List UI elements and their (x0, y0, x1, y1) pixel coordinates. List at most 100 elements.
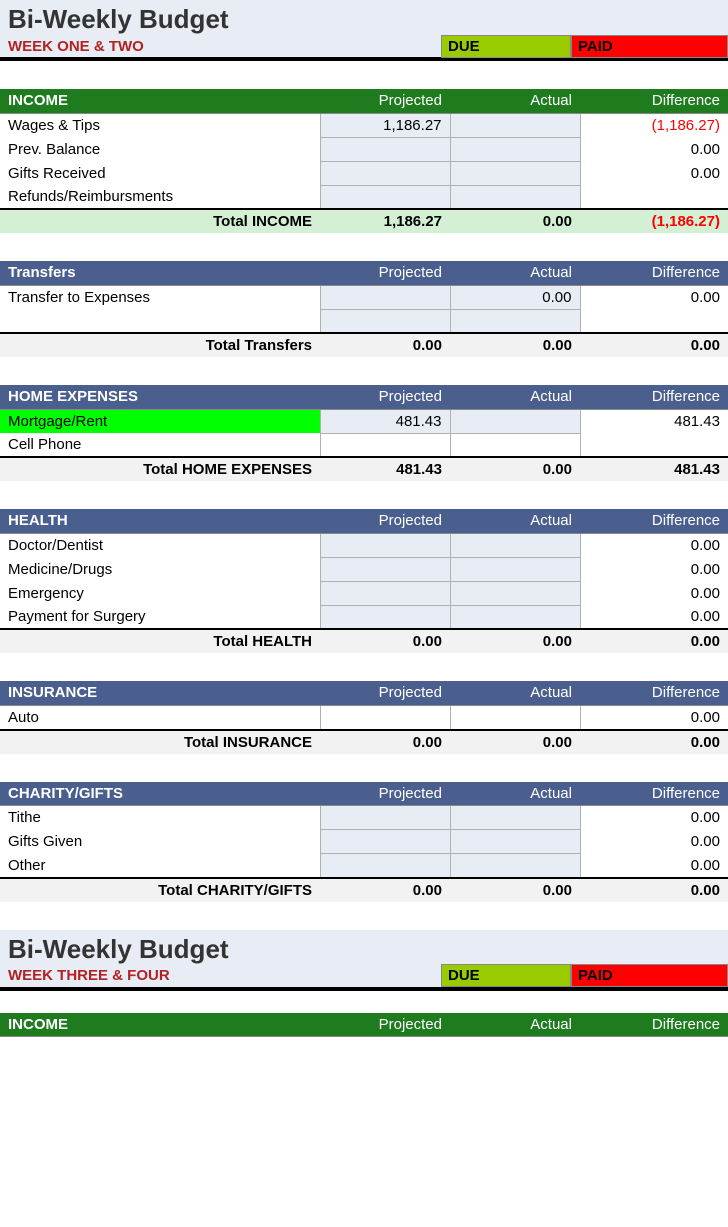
actual-cell[interactable] (450, 830, 580, 854)
projected-cell[interactable] (320, 185, 450, 209)
charity-body: Tithe0.00Gifts Given0.00Other0.00 (0, 806, 728, 878)
actual-cell[interactable] (450, 433, 580, 457)
table-row: Gifts Received0.00 (0, 161, 728, 185)
projected-cell[interactable] (320, 137, 450, 161)
insurance-header: INSURANCE (0, 681, 320, 705)
table-row: Payment for Surgery0.00 (0, 605, 728, 629)
difference-cell: 0.00 (580, 581, 728, 605)
row-label: Other (0, 854, 320, 878)
table-row: Transfer to Expenses 0.000.00 (0, 285, 728, 309)
income2-table: INCOME Projected Actual Difference (0, 1013, 728, 1038)
table-row: Cell Phone (0, 433, 728, 457)
table-row (0, 309, 728, 333)
actual-cell[interactable] (450, 854, 580, 878)
transfers-table: Transfers Projected Actual Difference Tr… (0, 261, 728, 357)
income-header: INCOME (0, 89, 320, 113)
difference-cell: 0.00 (580, 854, 728, 878)
actual-cell[interactable] (450, 806, 580, 830)
difference-cell: 481.43 (580, 409, 728, 433)
row-label: Medicine/Drugs (0, 557, 320, 581)
income2-header: INCOME (0, 1013, 320, 1037)
table-row: Doctor/Dentist 0.00 (0, 533, 728, 557)
home-header: HOME EXPENSES (0, 385, 320, 409)
actual-cell[interactable] (450, 533, 580, 557)
due-legend-2: DUE (441, 964, 571, 987)
actual-cell[interactable] (450, 161, 580, 185)
income-body: Wages & Tips1,186.27(1,186.27)Prev. Bala… (0, 113, 728, 209)
projected-cell[interactable]: 481.43 (320, 409, 450, 433)
difference-cell: 0.00 (580, 830, 728, 854)
difference-cell: 0.00 (580, 605, 728, 629)
projected-cell[interactable] (320, 705, 450, 730)
table-row: Refunds/Reimbursments (0, 185, 728, 209)
income-table: INCOME Projected Actual Difference Wages… (0, 89, 728, 233)
actual-cell[interactable] (450, 309, 580, 333)
home-table: HOME EXPENSES Projected Actual Differenc… (0, 385, 728, 481)
actual-cell[interactable] (450, 137, 580, 161)
subtitle-week12: WEEK ONE & TWO (0, 38, 441, 55)
projected-cell[interactable] (320, 605, 450, 629)
projected-cell[interactable] (320, 830, 450, 854)
transfers-header: Transfers (0, 261, 320, 285)
title-bar-2: Bi-Weekly Budget (0, 930, 728, 965)
row-label: Mortgage/Rent (0, 409, 320, 433)
health-table: HEALTH Projected Actual Difference Docto… (0, 509, 728, 653)
table-row: Auto0.00 (0, 705, 728, 730)
actual-cell[interactable] (450, 409, 580, 433)
row-label: Refunds/Reimbursments (0, 185, 320, 209)
difference-cell: 0.00 (580, 533, 728, 557)
income-total-row: Total INCOME 1,186.27 0.00 (1,186.27) (0, 209, 728, 233)
page-title-2: Bi-Weekly Budget (8, 934, 720, 965)
actual-cell[interactable] (450, 557, 580, 581)
row-label: Wages & Tips (0, 113, 320, 137)
table-row: Prev. Balance 0.00 (0, 137, 728, 161)
difference-cell (580, 309, 728, 333)
difference-cell: (1,186.27) (580, 113, 728, 137)
subtitle-row-2: WEEK THREE & FOUR DUE PAID (0, 965, 728, 991)
table-row: Emergency0.00 (0, 581, 728, 605)
projected-cell[interactable] (320, 285, 450, 309)
charity-total-row: Total CHARITY/GIFTS 0.00 0.00 0.00 (0, 878, 728, 902)
projected-cell[interactable] (320, 854, 450, 878)
due-legend: DUE (441, 35, 571, 58)
health-body: Doctor/Dentist0.00Medicine/Drugs0.00Emer… (0, 533, 728, 629)
health-header: HEALTH (0, 509, 320, 533)
difference-cell: 0.00 (580, 161, 728, 185)
subtitle-week34: WEEK THREE & FOUR (0, 967, 441, 984)
actual-cell[interactable] (450, 185, 580, 209)
actual-cell[interactable] (450, 705, 580, 730)
projected-cell[interactable] (320, 161, 450, 185)
actual-cell[interactable] (450, 605, 580, 629)
charity-table: CHARITY/GIFTS Projected Actual Differenc… (0, 782, 728, 902)
difference-cell: 0.00 (580, 137, 728, 161)
actual-cell[interactable]: 0.00 (450, 285, 580, 309)
difference-cell: 0.00 (580, 557, 728, 581)
table-row: Mortgage/Rent481.43481.43 (0, 409, 728, 433)
projected-cell[interactable] (320, 806, 450, 830)
table-row: Wages & Tips1,186.27 (1,186.27) (0, 113, 728, 137)
row-label: Transfer to Expenses (0, 285, 320, 309)
difference-cell (580, 185, 728, 209)
projected-cell[interactable] (320, 433, 450, 457)
actual-cell[interactable] (450, 581, 580, 605)
projected-cell[interactable] (320, 581, 450, 605)
projected-cell[interactable] (320, 309, 450, 333)
projected-cell[interactable] (320, 557, 450, 581)
difference-cell (580, 433, 728, 457)
projected-cell[interactable]: 1,186.27 (320, 113, 450, 137)
transfers-total-row: Total Transfers 0.00 0.00 0.00 (0, 333, 728, 357)
row-label: Prev. Balance (0, 137, 320, 161)
projected-cell[interactable] (320, 533, 450, 557)
row-label: Gifts Given (0, 830, 320, 854)
home-total-row: Total HOME EXPENSES 481.43 0.00 481.43 (0, 457, 728, 481)
row-label: Tithe (0, 806, 320, 830)
insurance-table: INSURANCE Projected Actual Difference Au… (0, 681, 728, 754)
page-title: Bi-Weekly Budget (8, 4, 720, 35)
row-label: Doctor/Dentist (0, 533, 320, 557)
difference-cell: 0.00 (580, 285, 728, 309)
row-label (0, 309, 320, 333)
home-body: Mortgage/Rent481.43481.43Cell Phone (0, 409, 728, 457)
transfers-body: Transfer to Expenses 0.000.00 (0, 285, 728, 333)
difference-cell: 0.00 (580, 705, 728, 730)
actual-cell[interactable] (450, 113, 580, 137)
